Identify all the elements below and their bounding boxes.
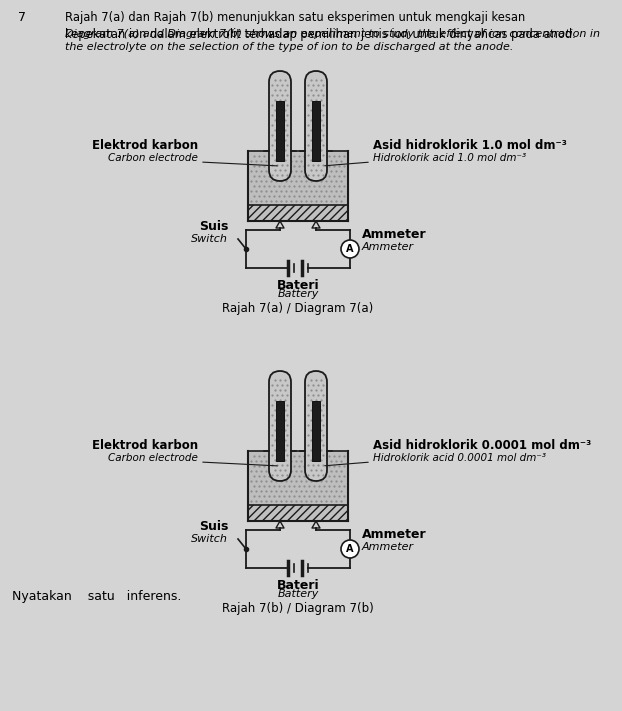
Text: Rajah 7(a) / Diagram 7(a): Rajah 7(a) / Diagram 7(a): [223, 302, 374, 315]
Text: Battery: Battery: [277, 589, 318, 599]
Bar: [248, 505, 348, 521]
Bar: [276, 101, 284, 161]
Text: Asid hidroklorik 0.0001 mol dm⁻³: Asid hidroklorik 0.0001 mol dm⁻³: [373, 439, 592, 452]
FancyBboxPatch shape: [269, 71, 291, 181]
Text: Bateri: Bateri: [277, 579, 319, 592]
Bar: [312, 101, 320, 161]
Text: Asid hidroklorik 1.0 mol dm⁻³: Asid hidroklorik 1.0 mol dm⁻³: [373, 139, 567, 152]
Text: Diagram 7(a) and Diagram 7(b) shows an experiment to study the effect of ion con: Diagram 7(a) and Diagram 7(b) shows an e…: [65, 29, 600, 52]
Circle shape: [341, 540, 359, 558]
FancyBboxPatch shape: [305, 371, 327, 481]
Text: A: A: [346, 244, 354, 254]
Text: Ammeter: Ammeter: [362, 542, 414, 552]
Bar: [276, 401, 284, 461]
Bar: [248, 151, 348, 205]
FancyBboxPatch shape: [269, 371, 291, 481]
Text: Hidroklorik acid 0.0001 mol dm⁻³: Hidroklorik acid 0.0001 mol dm⁻³: [373, 453, 546, 463]
Text: Carbon electrode: Carbon electrode: [108, 453, 198, 463]
Text: Rajah 7(b) / Diagram 7(b): Rajah 7(b) / Diagram 7(b): [222, 602, 374, 615]
Text: Ammeter: Ammeter: [362, 528, 427, 541]
Text: Ammeter: Ammeter: [362, 228, 427, 241]
Text: Suis: Suis: [198, 220, 228, 233]
Text: Nyatakan    satu   inferens.: Nyatakan satu inferens.: [12, 590, 182, 603]
Text: A: A: [346, 544, 354, 554]
Bar: [248, 205, 348, 221]
Text: Carbon electrode: Carbon electrode: [108, 153, 198, 163]
Text: Battery: Battery: [277, 289, 318, 299]
Text: Elektrod karbon: Elektrod karbon: [92, 439, 198, 452]
Text: Bateri: Bateri: [277, 279, 319, 292]
Text: Rajah 7(a) dan Rajah 7(b) menunjukkan satu eksperimen untuk mengkaji kesan
kepek: Rajah 7(a) dan Rajah 7(b) menunjukkan sa…: [65, 11, 576, 41]
Text: Suis: Suis: [198, 520, 228, 533]
Text: Elektrod karbon: Elektrod karbon: [92, 139, 198, 152]
Text: Ammeter: Ammeter: [362, 242, 414, 252]
Bar: [312, 401, 320, 461]
Text: Switch: Switch: [191, 534, 228, 544]
Text: 7: 7: [18, 11, 26, 24]
Text: Hidroklorik acid 1.0 mol dm⁻³: Hidroklorik acid 1.0 mol dm⁻³: [373, 153, 526, 163]
Text: Switch: Switch: [191, 234, 228, 244]
Circle shape: [341, 240, 359, 258]
FancyBboxPatch shape: [305, 71, 327, 181]
Bar: [248, 451, 348, 505]
